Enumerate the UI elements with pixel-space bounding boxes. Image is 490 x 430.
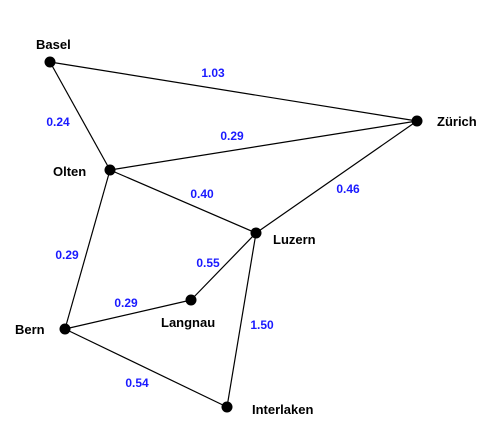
edge-weight-label-basel-olten: 0.24	[46, 115, 70, 129]
node-langnau	[185, 294, 197, 306]
node-interlaken	[221, 401, 233, 413]
edge-olten-zurich	[109, 120, 418, 171]
node-bern	[59, 323, 71, 335]
edge-weight-label-basel-zurich: 1.03	[201, 66, 225, 80]
edge-luzern-langnau	[190, 232, 257, 301]
node-label-olten: Olten	[53, 164, 86, 179]
node-basel	[44, 56, 56, 68]
node-label-interlaken: Interlaken	[252, 402, 313, 417]
node-label-bern: Bern	[15, 322, 45, 337]
edge-weight-label-bern-interlaken: 0.54	[125, 376, 149, 390]
node-olten	[104, 164, 116, 176]
labels-layer: 1.03 0.24 0.29 0.40 0.46 0.29 0.55 0.29 1.50 0.54…	[15, 37, 477, 417]
edge-weight-label-zurich-luzern: 0.46	[336, 182, 360, 196]
node-label-luzern: Luzern	[273, 232, 316, 247]
edge-luzern-interlaken	[226, 232, 257, 408]
edge-zurich-luzern	[255, 120, 418, 234]
edge-weight-label-olten-bern: 0.29	[55, 248, 79, 262]
edge-bern-langnau	[64, 299, 192, 330]
node-zurich	[411, 115, 423, 127]
edge-olten-luzern	[109, 169, 257, 234]
edge-olten-bern	[64, 169, 111, 330]
edge-basel-olten	[49, 61, 111, 171]
edge-weight-label-luzern-langnau: 0.55	[196, 256, 220, 270]
edge-bern-interlaken	[64, 328, 228, 408]
nodes-layer	[44, 56, 423, 413]
node-label-langnau: Langnau	[161, 315, 215, 330]
node-luzern	[250, 227, 262, 239]
node-label-basel: Basel	[36, 37, 71, 52]
edge-weight-label-olten-zurich: 0.29	[220, 129, 244, 143]
node-label-zurich: Zürich	[437, 114, 477, 129]
edge-weight-label-luzern-interlaken: 1.50	[250, 318, 274, 332]
edges-layer	[49, 61, 418, 408]
edge-basel-zurich	[49, 61, 418, 122]
edge-weight-label-olten-luzern: 0.40	[190, 187, 214, 201]
edge-weight-label-bern-langnau: 0.29	[114, 296, 138, 310]
